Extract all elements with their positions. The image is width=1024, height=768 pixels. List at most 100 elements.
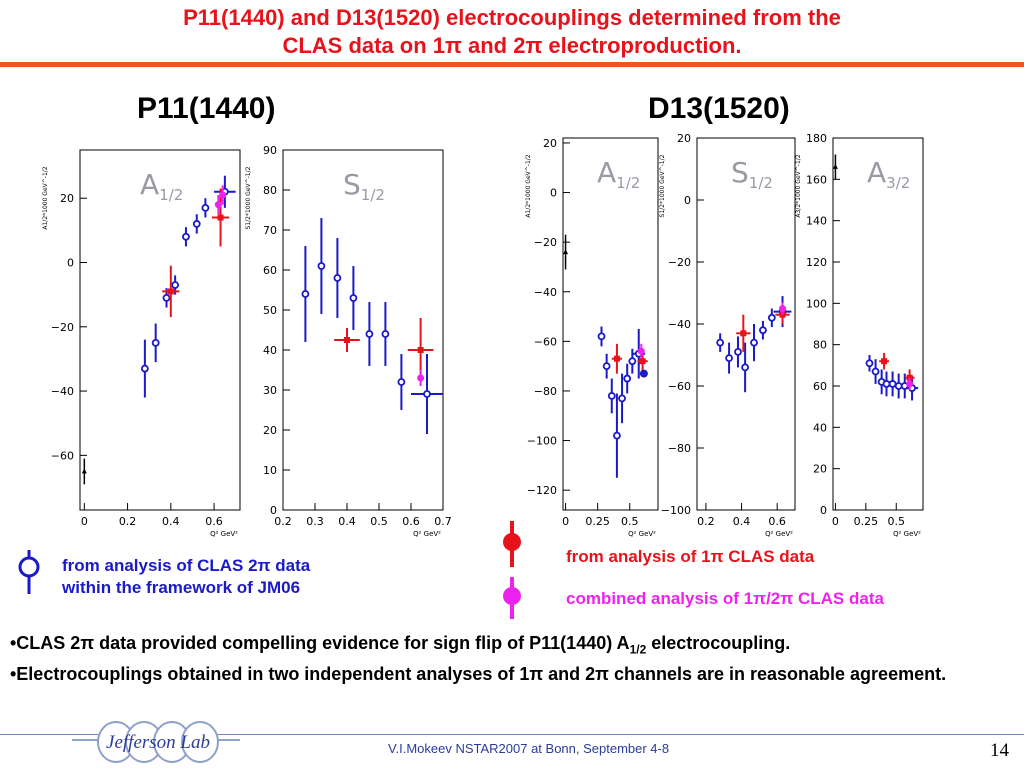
y-tick-label: 100 [806, 297, 827, 310]
y-tick-label: 30 [263, 384, 277, 397]
combined-point [637, 343, 645, 359]
legend-two-pi-line1: from analysis of CLAS 2π data [62, 556, 311, 575]
marker [167, 288, 174, 295]
photon-point [832, 154, 838, 180]
y-tick-label: 0 [270, 504, 277, 517]
y-tick-label: −80 [668, 442, 691, 455]
chart-panel-2: −120 −100 −80 −60 −40 −20 0 20 0 0.25 0.5 Q² GeV² A1… [525, 137, 659, 538]
marker [741, 363, 750, 372]
panel-label: A1/2 [140, 168, 183, 204]
panel-label-sub: 1/2 [749, 174, 773, 192]
y-tick-label: −20 [51, 321, 74, 334]
panel-label-main: A [597, 156, 616, 189]
x-tick-label: 0.5 [887, 515, 905, 528]
chart-panel-3: −100 −80 −60 −40 −20 0 20 0.2 0.4 0.6 Q² GeV² S1/2*… [659, 132, 796, 538]
two_pi-point [349, 266, 358, 330]
panel-label-main: S [731, 156, 749, 189]
two_pi-point [741, 342, 750, 393]
two_pi-point [607, 378, 616, 414]
marker [618, 394, 626, 403]
marker [882, 380, 891, 388]
one_pi-point [334, 328, 360, 352]
y-tick-label: 20 [543, 137, 557, 150]
y-tick-label: 20 [813, 463, 827, 476]
marker [628, 357, 637, 366]
slide-title-line1: P11(1440) and D13(1520) electrocouplings… [183, 5, 841, 30]
marker [317, 262, 326, 270]
marker [607, 392, 616, 400]
y-tick-label: 20 [263, 424, 277, 437]
marker [779, 305, 787, 312]
legend-marker-combined [503, 577, 521, 619]
x-axis-label: Q² GeV² [765, 530, 793, 538]
legend-marker-two-pi [18, 550, 40, 594]
y-axis-label: S1/2*1000 GeV^-1/2 [245, 166, 252, 229]
y-axis-label: A1/2*1000 GeV^-1/2 [525, 154, 532, 217]
marker [597, 332, 606, 341]
chart-panel-4: 0 20 40 60 80 100 120 140 160 180 0 0.25 0.5 Q² GeV² A… [795, 132, 924, 538]
y-tick-label: −40 [668, 318, 691, 331]
marker [182, 232, 190, 241]
marker [767, 313, 776, 322]
photon-point [563, 234, 569, 270]
marker [301, 290, 310, 298]
x-tick-label: 0 [832, 515, 839, 528]
x-tick-label: 0.6 [402, 515, 420, 528]
y-tick-label: 0 [550, 187, 557, 200]
y-tick-label: 0 [820, 504, 827, 517]
marker [865, 359, 874, 368]
two_pi-point [333, 238, 342, 318]
x-axis-label: Q² GeV² [628, 530, 656, 538]
bullet-1-text: •CLAS 2π data provided compelling eviden… [10, 633, 630, 653]
marker [381, 330, 390, 338]
x-axis-label: Q² GeV² [893, 530, 921, 538]
panel-label: S1/2 [343, 168, 385, 204]
x-tick-label: 0.6 [768, 515, 786, 528]
two_pi-point [716, 333, 725, 352]
y-tick-label: 80 [813, 339, 827, 352]
x-tick-label: 0.4 [162, 515, 180, 528]
chart-panel-0: −60 −40 −20 0 20 0 0.2 0.4 0.6 Q² GeV² A1/2*1000 G… [42, 149, 241, 538]
x-axis-label: Q² GeV² [413, 530, 441, 538]
y-tick-label: 40 [263, 344, 277, 357]
two_pi-point [151, 323, 160, 363]
two_pi-point [725, 342, 733, 374]
x-tick-label: 0.7 [434, 515, 452, 528]
footer-rule [0, 734, 1024, 735]
marker [365, 330, 374, 338]
plot-frame [832, 137, 924, 511]
y-tick-label: 20 [677, 132, 691, 145]
bullet-1-subscript: 1/2 [629, 642, 647, 657]
plot-frame [282, 149, 444, 511]
plot-frame [696, 137, 796, 511]
panel-label: A3/2 [867, 156, 910, 192]
one_pi-point [736, 314, 751, 352]
jefferson-lab-logo: Jefferson Lab [72, 721, 240, 763]
legend-marker-one-pi [503, 521, 521, 567]
x-tick-label: 0.2 [119, 515, 137, 528]
marker [219, 191, 227, 199]
y-tick-label: −20 [668, 256, 691, 269]
two_pi-point [192, 214, 201, 234]
marker [417, 347, 424, 353]
x-tick-label: 0.2 [274, 515, 292, 528]
marker [192, 220, 201, 228]
marker [881, 358, 888, 365]
marker [740, 330, 747, 337]
y-tick-label: 90 [263, 144, 277, 157]
y-tick-label: 0 [684, 194, 691, 207]
two_pi-point [865, 355, 874, 372]
marker [140, 364, 149, 373]
marker [201, 203, 210, 212]
marker [333, 274, 342, 282]
two_pi-point [317, 218, 326, 314]
y-tick-label: 50 [263, 304, 277, 317]
two_pi-point [613, 393, 621, 478]
two_pi-point [628, 348, 637, 374]
y-tick-label: 20 [60, 192, 74, 205]
marker [613, 431, 621, 440]
marker [563, 249, 569, 255]
bullet-list: •CLAS 2π data provided compelling eviden… [10, 631, 1020, 686]
chart-panel-1: 0 10 20 30 40 50 60 70 80 90 0.2 0.3 0.4 0.5 0.6 0.7 Q² … [245, 144, 452, 538]
photon-point [81, 458, 87, 485]
